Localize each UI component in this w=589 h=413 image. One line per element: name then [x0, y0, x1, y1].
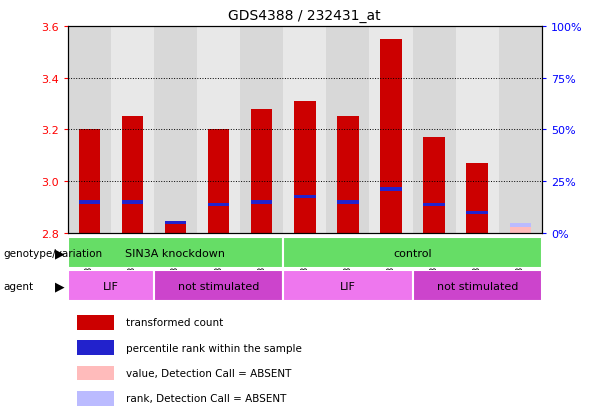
Bar — [283, 271, 412, 301]
Bar — [240, 27, 283, 233]
Bar — [283, 27, 326, 233]
Bar — [337, 201, 359, 204]
Bar — [412, 271, 542, 301]
Text: SIN3A knockdown: SIN3A knockdown — [125, 248, 226, 258]
Bar — [165, 221, 186, 225]
Text: LIF: LIF — [340, 281, 356, 291]
Bar — [369, 27, 412, 233]
Bar — [412, 27, 456, 233]
Bar — [68, 27, 111, 233]
Bar — [251, 201, 273, 204]
Bar — [380, 40, 402, 233]
Bar — [68, 237, 283, 268]
Text: rank, Detection Call = ABSENT: rank, Detection Call = ABSENT — [125, 393, 286, 404]
Bar — [154, 271, 283, 301]
Bar — [294, 195, 316, 199]
Text: genotype/variation: genotype/variation — [3, 248, 102, 258]
Bar — [78, 130, 100, 233]
Bar — [251, 109, 273, 233]
Text: ▶: ▶ — [55, 280, 65, 292]
Text: agent: agent — [3, 281, 33, 291]
Bar — [121, 117, 143, 233]
Text: transformed count: transformed count — [125, 318, 223, 328]
Bar — [466, 164, 488, 233]
Bar — [208, 203, 229, 206]
Bar — [509, 224, 531, 227]
Bar — [165, 223, 186, 233]
Bar — [208, 130, 229, 233]
Bar — [423, 203, 445, 206]
Text: not stimulated: not stimulated — [436, 281, 518, 291]
Bar — [509, 225, 531, 233]
Bar — [78, 201, 100, 204]
Bar — [499, 27, 542, 233]
Bar — [77, 340, 114, 355]
Bar — [77, 315, 114, 330]
Bar — [326, 27, 369, 233]
Bar — [121, 201, 143, 204]
Title: GDS4388 / 232431_at: GDS4388 / 232431_at — [229, 9, 381, 23]
Bar — [68, 271, 154, 301]
Bar — [466, 211, 488, 214]
Bar — [294, 102, 316, 233]
Text: not stimulated: not stimulated — [178, 281, 259, 291]
Text: control: control — [393, 248, 432, 258]
Text: LIF: LIF — [103, 281, 119, 291]
Text: ▶: ▶ — [55, 247, 65, 259]
Bar — [77, 366, 114, 380]
Text: percentile rank within the sample: percentile rank within the sample — [125, 343, 302, 353]
Bar — [456, 27, 499, 233]
Bar — [111, 27, 154, 233]
Bar — [154, 27, 197, 233]
Bar — [380, 188, 402, 191]
Bar — [283, 237, 542, 268]
Bar — [423, 138, 445, 233]
Text: value, Detection Call = ABSENT: value, Detection Call = ABSENT — [125, 368, 291, 378]
Bar — [337, 117, 359, 233]
Bar — [77, 391, 114, 406]
Bar — [197, 27, 240, 233]
